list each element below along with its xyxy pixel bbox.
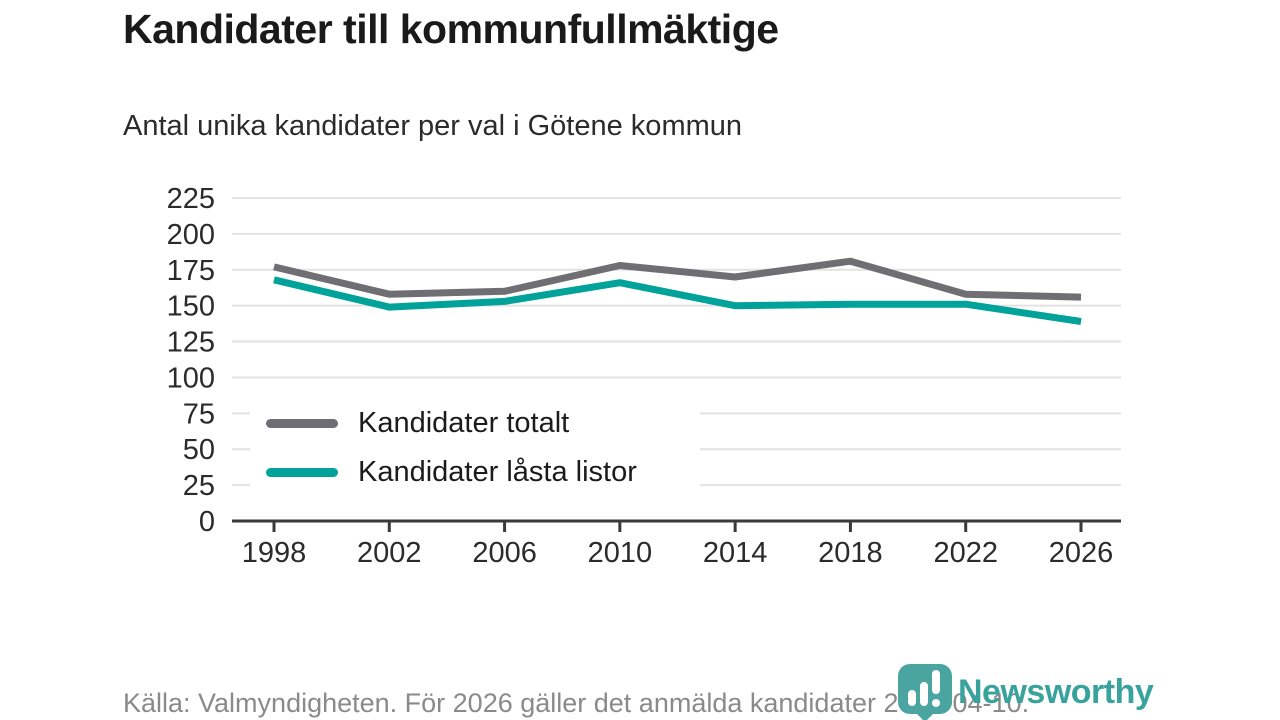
y-tick-label: 175 (167, 255, 215, 287)
x-tick-label: 2022 (933, 537, 998, 569)
legend-label-lasta-listor: Kandidater låsta listor (358, 456, 637, 488)
chart-subtitle: Antal unika kandidater per val i Götene … (123, 110, 743, 142)
y-tick-label: 225 (167, 183, 215, 215)
x-tick-label: 2026 (1049, 537, 1114, 569)
page-title: Kandidater till kommunfullmäktige (123, 6, 779, 52)
series-line-0 (273, 257, 1082, 301)
newsworthy-wordmark: Newsworthy (958, 672, 1154, 711)
series-line-1 (273, 276, 1082, 325)
y-tick-label: 200 (167, 219, 215, 251)
x-tick-label: 2002 (357, 537, 422, 569)
legend-swatch-totalt (266, 419, 338, 428)
chart-legend: Kandidater totalt Kandidater låsta listo… (250, 399, 700, 497)
y-tick-label: 100 (167, 362, 215, 394)
y-tick-label: 0 (199, 506, 215, 538)
x-tick-label: 2010 (588, 537, 653, 569)
source-note: Källa: Valmyndigheten. För 2026 gäller d… (123, 688, 1030, 718)
x-tick-label: 1998 (242, 537, 307, 569)
legend-item-totalt: Kandidater totalt (266, 407, 700, 440)
x-tick-label: 2006 (472, 537, 537, 569)
legend-label-totalt: Kandidater totalt (358, 407, 570, 439)
y-tick-label: 125 (167, 327, 215, 359)
y-tick-label: 25 (183, 470, 215, 502)
newsworthy-logo: Newsworthy (896, 662, 1154, 720)
y-tick-label: 75 (183, 398, 215, 430)
x-tick-label: 2014 (703, 537, 768, 569)
bar-chart-pin-icon (898, 664, 952, 720)
y-tick-label: 50 (183, 434, 215, 466)
legend-item-lasta-listor: Kandidater låsta listor (266, 456, 700, 489)
x-tick-label: 2018 (818, 537, 883, 569)
legend-swatch-lasta-listor (266, 468, 338, 477)
y-tick-label: 150 (167, 291, 215, 323)
